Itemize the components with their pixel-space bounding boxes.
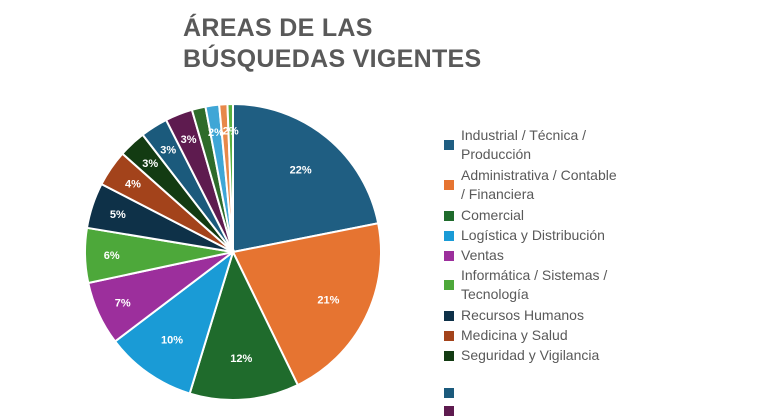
legend-swatch-extra-1	[444, 406, 454, 416]
slice-label-12: 2%	[208, 127, 224, 139]
legend-label-2-0: Comercial	[461, 207, 525, 223]
legend-swatch-5	[444, 280, 454, 290]
legend-label-8-0: Seguridad y Vigilancia	[461, 347, 600, 363]
legend-label-0-0: Industrial / Técnica /	[461, 127, 587, 143]
chart-title-line-2: BÚSQUEDAS VIGENTES	[183, 45, 482, 73]
legend-label-5-1: Tecnología	[461, 286, 529, 302]
legend-swatch-8	[444, 351, 454, 361]
legend-swatch-extra-0	[444, 388, 454, 398]
slice-label-10: 3%	[181, 134, 197, 146]
legend-swatch-3	[444, 231, 454, 241]
chart-title-line-1: ÁREAS DE LAS	[183, 14, 373, 42]
legend-label-4-0: Ventas	[461, 247, 504, 263]
legend-label-6-0: Recursos Humanos	[461, 307, 584, 323]
legend-swatch-4	[444, 251, 454, 261]
pie-slice-1	[231, 222, 382, 387]
pie-slice-0	[232, 102, 380, 254]
legend-swatch-2	[444, 211, 454, 221]
slice-label-8: 3%	[142, 158, 158, 170]
slice-label-9: 3%	[160, 144, 176, 156]
legend-swatch-7	[444, 331, 454, 341]
slice-label-4: 7%	[115, 298, 131, 310]
legend-label-3-0: Logística y Distribución	[461, 227, 605, 243]
legend-swatch-1	[444, 180, 454, 190]
pie-slice-3	[113, 249, 235, 395]
slice-label-3: 10%	[161, 334, 183, 346]
slice-label-14: 2%	[223, 126, 239, 138]
legend-label-0-1: Producción	[461, 146, 532, 162]
slice-label-7: 4%	[125, 178, 141, 190]
pie-slice-2	[188, 249, 300, 401]
slice-label-5: 6%	[104, 250, 120, 262]
legend-swatch-0	[444, 140, 454, 150]
legend-swatch-6	[444, 311, 454, 321]
slice-label-0: 22%	[290, 165, 312, 177]
legend-label-1-1: / Financiera	[461, 186, 535, 202]
slice-label-1: 21%	[317, 294, 339, 306]
legend-label-1-0: Administrativa / Contable	[461, 167, 617, 183]
legend-label-7-0: Medicina y Salud	[461, 327, 568, 343]
slice-label-2: 12%	[230, 353, 252, 365]
legend-label-5-0: Informática / Sistemas /	[461, 267, 608, 283]
slice-label-6: 5%	[110, 209, 126, 221]
pie-slice-14	[226, 102, 234, 253]
